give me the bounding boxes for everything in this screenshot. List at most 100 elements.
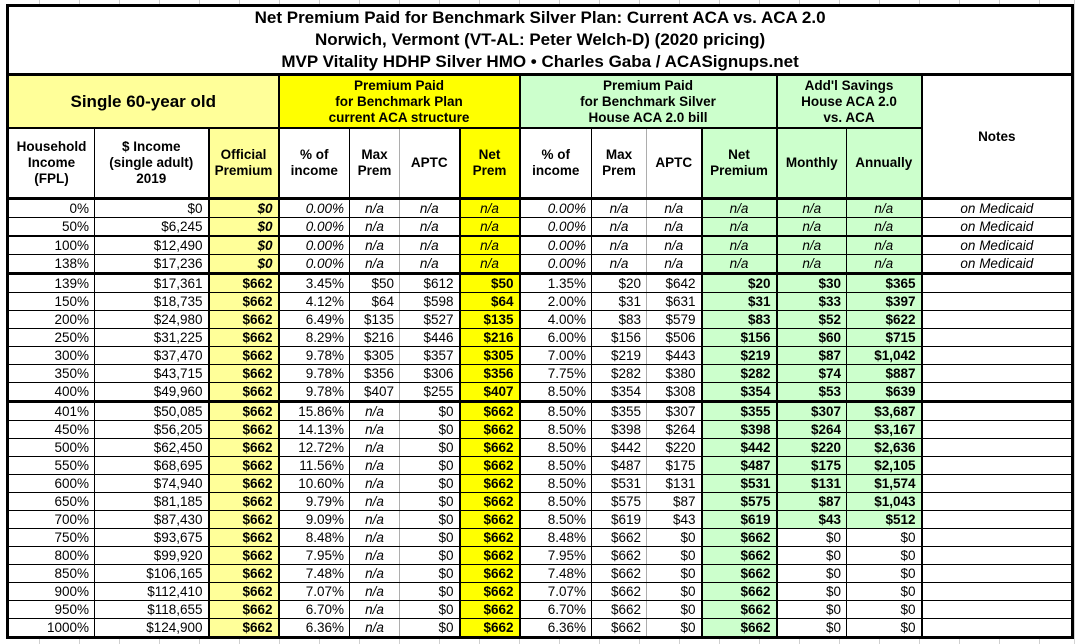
- cell-aptc-aca2: $380: [646, 364, 703, 383]
- cell-max-prem-aca: $356: [349, 364, 400, 383]
- cell-pct-income-aca2: 6.00%: [519, 328, 592, 347]
- cell-fpl: 100%: [7, 235, 95, 255]
- cell-aptc-aca: $612: [399, 273, 461, 293]
- table-row: 0% $0 $0 0.00% n/a n/a n/a 0.00% n/a n/a n/a n/a n/a…: [7, 198, 1074, 218]
- cell-income: $62,450: [94, 438, 210, 457]
- cell-max-prem-aca2: $354: [591, 382, 647, 403]
- cell-aptc-aca: $0: [399, 456, 461, 475]
- cell-net-prem-aca: $356: [459, 364, 521, 383]
- cell-pct-income-aca: 7.07%: [278, 582, 350, 601]
- cell-pct-income-aca: 8.29%: [278, 328, 350, 347]
- cell-income: $6,245: [94, 217, 210, 237]
- cell-pct-income-aca: 0.00%: [278, 254, 350, 275]
- cell-max-prem-aca2: n/a: [591, 235, 647, 255]
- cell-savings-annually: n/a: [846, 198, 923, 218]
- table-row: 350% $43,715 $662 9.78% $356 $306 $356 7.75% $28…: [7, 364, 1074, 383]
- cell-savings-monthly: n/a: [776, 217, 847, 237]
- cell-savings-annually: $715: [846, 328, 923, 347]
- cell-income: $81,185: [94, 492, 210, 511]
- cell-savings-monthly: $0: [776, 582, 847, 601]
- cell-max-prem-aca: n/a: [349, 528, 400, 547]
- table-row: 250% $31,225 $662 8.29% $216 $446 $216 6.00% $15…: [7, 328, 1074, 347]
- cell-fpl: 138%: [7, 254, 95, 275]
- cell-net-prem-aca: $662: [459, 456, 521, 475]
- cell-pct-income-aca2: 7.07%: [519, 582, 592, 601]
- cell-net-prem-aca: n/a: [459, 235, 521, 255]
- cell-aptc-aca: $357: [399, 346, 461, 365]
- cell-aptc-aca: $0: [399, 564, 461, 583]
- cell-net-premium-aca2: $619: [701, 510, 778, 529]
- cell-net-prem-aca: $407: [459, 382, 521, 403]
- cell-aptc-aca2: $131: [646, 474, 703, 493]
- cell-savings-annually: $2,105: [846, 456, 923, 475]
- col-header-max-prem-aca: Max Prem: [349, 127, 400, 200]
- cell-net-prem-aca: n/a: [459, 198, 521, 218]
- cell-net-premium-aca2: $487: [701, 456, 778, 475]
- col-header-savings-annually: Annually: [846, 127, 923, 200]
- cell-fpl: 200%: [7, 310, 95, 329]
- cell-savings-monthly: n/a: [776, 198, 847, 218]
- cell-aptc-aca: $0: [399, 492, 461, 511]
- table-row: 800% $99,920 $662 7.95% n/a $0 $662 7.95% $662 $0…: [7, 546, 1074, 565]
- cell-max-prem-aca: n/a: [349, 510, 400, 529]
- cell-official-premium: $662: [208, 292, 280, 311]
- cell-savings-annually: $0: [846, 618, 923, 638]
- cell-max-prem-aca2: $662: [591, 564, 647, 583]
- cell-net-prem-aca: $662: [459, 438, 521, 457]
- cell-savings-annually: n/a: [846, 217, 923, 237]
- table-row: 900% $112,410 $662 7.07% n/a $0 $662 7.07% $662 $…: [7, 582, 1074, 601]
- cell-savings-monthly: $43: [776, 510, 847, 529]
- cell-max-prem-aca: $135: [349, 310, 400, 329]
- cell-notes: [920, 582, 1074, 601]
- cell-notes: [920, 401, 1074, 421]
- cell-aptc-aca2: $0: [646, 582, 703, 601]
- cell-aptc-aca: $446: [399, 328, 461, 347]
- cell-fpl: 550%: [7, 456, 95, 475]
- col-header-aptc-aca: APTC: [399, 127, 461, 200]
- cell-net-premium-aca2: n/a: [701, 254, 778, 275]
- cell-max-prem-aca: n/a: [349, 254, 400, 275]
- cell-max-prem-aca: n/a: [349, 600, 400, 619]
- cell-fpl: 850%: [7, 564, 95, 583]
- cell-savings-monthly: $220: [776, 438, 847, 457]
- cell-net-premium-aca2: $282: [701, 364, 778, 383]
- cell-savings-annually: n/a: [846, 235, 923, 255]
- cell-official-premium: $662: [208, 438, 280, 457]
- cell-income: $87,430: [94, 510, 210, 529]
- table-row: 550% $68,695 $662 11.56% n/a $0 $662 8.50% $487 $…: [7, 456, 1074, 475]
- cell-pct-income-aca2: 7.00%: [519, 346, 592, 365]
- title-row: Net Premium Paid for Benchmark Silver Pl…: [6, 5, 1074, 76]
- cell-pct-income-aca2: 6.36%: [519, 618, 592, 638]
- cell-max-prem-aca2: $282: [591, 364, 647, 383]
- col-header-aptc-aca2: APTC: [646, 127, 703, 200]
- cell-notes: [920, 273, 1074, 293]
- cell-savings-monthly: $74: [776, 364, 847, 383]
- col-header-pct-income-aca: % of income: [278, 127, 350, 200]
- cell-aptc-aca: $0: [399, 528, 461, 547]
- cell-max-prem-aca2: $83: [591, 310, 647, 329]
- cell-pct-income-aca: 0.00%: [278, 217, 350, 237]
- cell-official-premium: $662: [208, 328, 280, 347]
- cell-aptc-aca2: $579: [646, 310, 703, 329]
- cell-net-premium-aca2: $662: [701, 528, 778, 547]
- table-row: 300% $37,470 $662 9.78% $305 $357 $305 7.00% $21…: [7, 346, 1074, 365]
- cell-notes: [920, 564, 1074, 583]
- cell-aptc-aca2: $0: [646, 528, 703, 547]
- sheet-gridline-right: [1074, 0, 1075, 644]
- cell-fpl: 800%: [7, 546, 95, 565]
- cell-pct-income-aca: 0.00%: [278, 235, 350, 255]
- cell-net-premium-aca2: $355: [701, 401, 778, 421]
- cell-net-prem-aca: $135: [459, 310, 521, 329]
- cell-income: $31,225: [94, 328, 210, 347]
- cell-aptc-aca2: $0: [646, 564, 703, 583]
- cell-net-premium-aca2: $662: [701, 582, 778, 601]
- cell-savings-monthly: $30: [776, 273, 847, 293]
- cell-official-premium: $0: [208, 198, 280, 218]
- cell-max-prem-aca2: $31: [591, 292, 647, 311]
- cell-aptc-aca2: $220: [646, 438, 703, 457]
- cell-income: $43,715: [94, 364, 210, 383]
- cell-pct-income-aca: 11.56%: [278, 456, 350, 475]
- cell-pct-income-aca: 6.36%: [278, 618, 350, 638]
- cell-max-prem-aca: $407: [349, 382, 400, 403]
